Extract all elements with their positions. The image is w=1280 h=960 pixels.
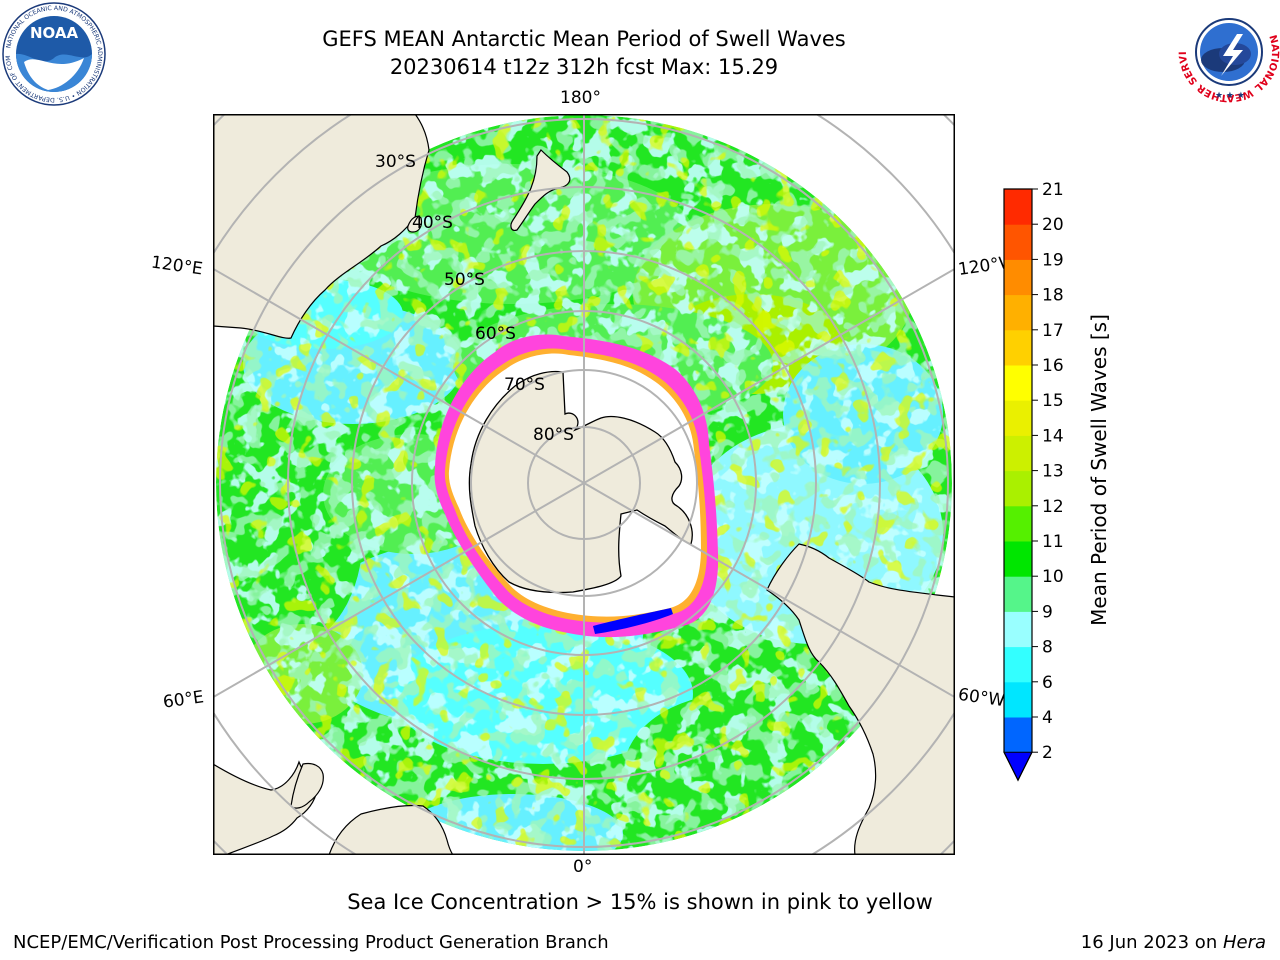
colorbar-swatch	[1004, 681, 1032, 718]
colorbar-swatch	[1004, 400, 1032, 436]
lat-label-70s: 70°S	[504, 375, 545, 395]
lat-label-60s: 60°S	[475, 324, 516, 344]
lon-label-60e: 60°E	[161, 687, 206, 713]
colorbar-swatch	[1004, 189, 1032, 225]
colorbar-outline	[1003, 188, 1033, 782]
colorbar-graphic: 2 4 6 8 9 10 11 12 13 14 15 16 17 18 19 20 21 Mean Perio…	[1003, 180, 1111, 782]
colorbar-swatch	[1004, 717, 1032, 753]
chart-title: GEFS MEAN Antarctic Mean Period of Swell…	[322, 27, 846, 51]
lon-label-120e: 120°E	[149, 252, 204, 280]
colorbar-swatch	[1004, 505, 1032, 542]
colorbar-swatch	[1004, 435, 1032, 472]
lon-label-180: 180°	[560, 88, 601, 108]
lat-label-80s: 80°S	[533, 425, 574, 445]
colorbar-tick-label: 10	[1042, 567, 1064, 587]
footer-host: Hera	[1222, 932, 1266, 953]
colorbar-tick-label: 13	[1042, 462, 1064, 482]
colorbar-tick-label: 8	[1042, 638, 1053, 658]
colorbar-tick-label: 18	[1042, 286, 1064, 306]
colorbar-swatches	[1003, 188, 1033, 782]
colorbar-tick-label: 19	[1042, 250, 1064, 270]
colorbar-tick-label: 14	[1042, 426, 1064, 446]
colorbar-tick-label: 2	[1042, 743, 1053, 763]
colorbar-swatch	[1004, 365, 1032, 401]
footer-producer: NCEP/EMC/Verification Post Processing Pr…	[13, 932, 609, 953]
sea-ice-caption: Sea Ice Concentration > 15% is shown in …	[347, 890, 933, 914]
colorbar-swatch	[1004, 329, 1032, 366]
colorbar-swatch	[1004, 259, 1032, 296]
nws-logo: NATIONAL WEATHER SERVICE ★ ★ ★	[1177, 0, 1280, 103]
footer-date-text: 16 Jun 2023 on	[1080, 932, 1223, 953]
colorbar-swatch	[1004, 294, 1032, 331]
colorbar-tick-label: 12	[1042, 497, 1064, 517]
lon-label-0: 0°	[573, 857, 593, 877]
colorbar-swatch	[1004, 576, 1032, 612]
colorbar-tick-label: 9	[1042, 602, 1053, 622]
continents	[213, 114, 955, 855]
lat-label-40s: 40°S	[412, 213, 453, 233]
svg-text:★ ★ ★: ★ ★ ★	[1215, 91, 1245, 101]
colorbar-tick-label: 11	[1042, 532, 1064, 552]
colorbar-swatch	[1004, 646, 1032, 683]
colorbar-swatch	[1004, 541, 1032, 577]
colorbar-extend-arrow	[1003, 751, 1033, 782]
colorbar-tick-label: 16	[1042, 356, 1064, 376]
chart-subtitle: 20230614 t12z 312h fcst Max: 15.29	[389, 55, 779, 79]
colorbar-ticks: 2 4 6 8 9 10 11 12 13 14 15 16 17 18 19 20 21	[1032, 180, 1064, 763]
colorbar-tick-label: 6	[1042, 673, 1053, 693]
graticule	[213, 114, 955, 855]
map-panel	[213, 114, 955, 855]
colorbar: 2 4 6 8 9 10 11 12 13 14 15 16 17 18 19 20 21 Mean Perio…	[990, 180, 1120, 800]
colorbar-tick-label: 21	[1042, 180, 1064, 200]
colorbar-label: Mean Period of Swell Waves [s]	[1087, 314, 1111, 626]
colorbar-tick-label: 20	[1042, 215, 1064, 235]
colorbar-swatch	[1004, 470, 1032, 507]
footer-date: 16 Jun 2023 on Hera	[1081, 932, 1266, 953]
colorbar-tick-label: 4	[1042, 708, 1053, 728]
noaa-logo-text: NOAA	[30, 24, 79, 42]
polar-map	[213, 114, 955, 855]
colorbar-tick-label: 15	[1042, 391, 1064, 411]
colorbar-swatch	[1004, 224, 1032, 260]
colorbar-tick-label: 17	[1042, 321, 1064, 341]
lat-label-30s: 30°S	[375, 152, 416, 172]
lat-label-50s: 50°S	[444, 270, 485, 290]
noaa-logo: NATIONAL OCEANIC AND ATMOSPHERIC ADMINIS…	[2, 2, 106, 106]
colorbar-swatch	[1004, 611, 1032, 648]
